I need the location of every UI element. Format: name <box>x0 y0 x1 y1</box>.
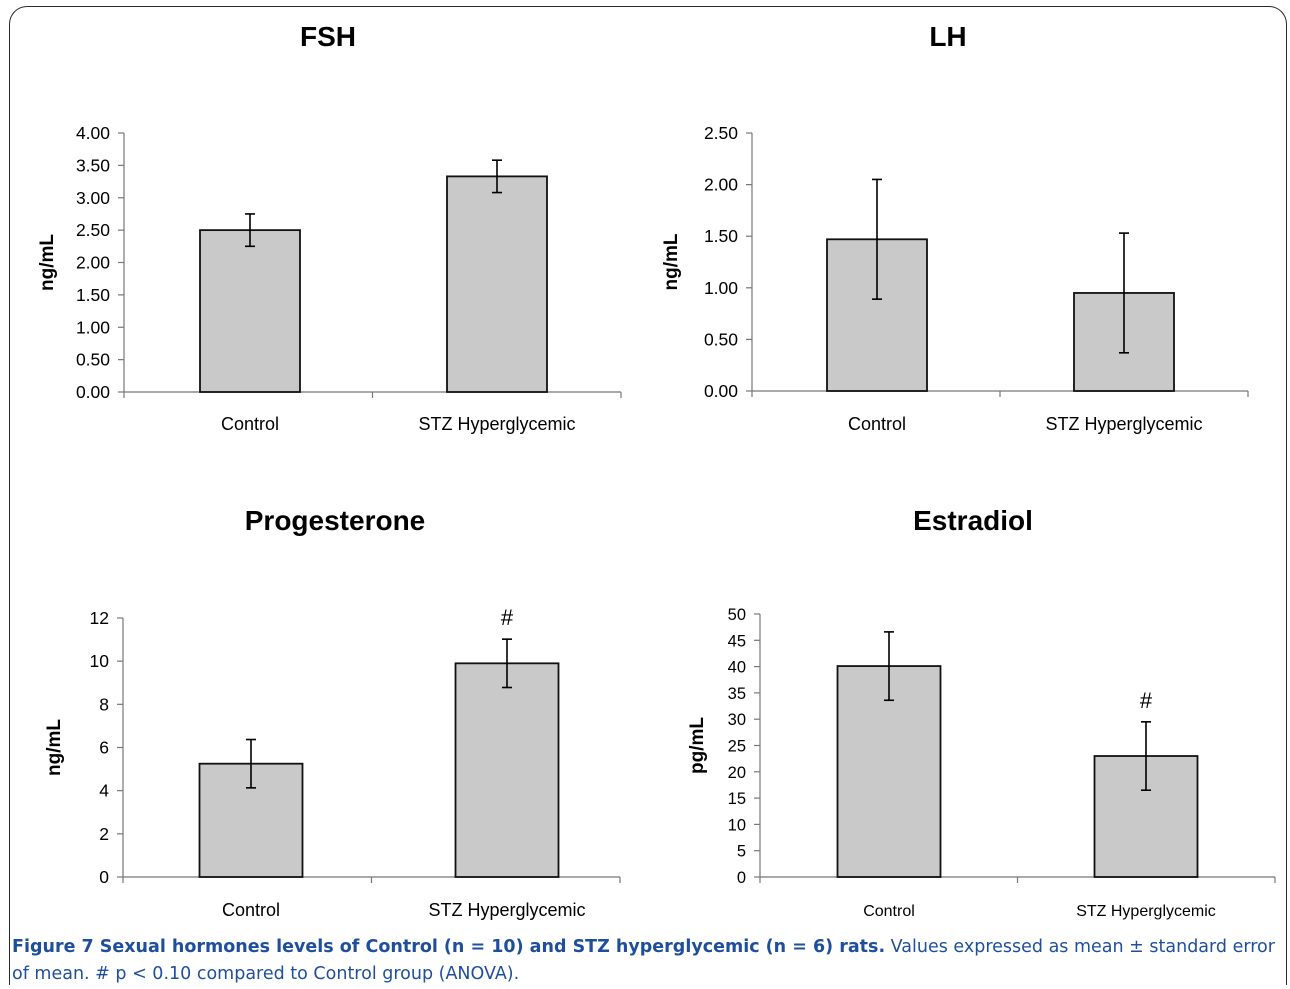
y-tick-label: 35 <box>728 685 746 703</box>
y-tick-label: 0.50 <box>76 350 110 370</box>
y-axis-label: pg/mL <box>687 717 708 774</box>
y-tick-label: 1.50 <box>704 226 738 246</box>
y-tick-label: 5 <box>737 843 746 861</box>
y-tick-label: 0 <box>737 869 746 887</box>
y-tick-label: 50 <box>728 606 746 624</box>
y-tick-label: 40 <box>728 659 746 677</box>
category-label: Control <box>222 900 280 920</box>
y-tick-label: 2.00 <box>704 175 738 195</box>
y-tick-label: 2.50 <box>76 220 110 240</box>
significance-marker: # <box>1140 688 1153 713</box>
y-tick-label: 2.00 <box>76 253 110 273</box>
category-label: Control <box>221 414 279 434</box>
y-tick-label: 8 <box>99 694 109 714</box>
y-tick-label: 1.50 <box>76 285 110 305</box>
caption-text: Values expressed as mean ± standard erro… <box>12 937 1275 984</box>
y-tick-label: 4 <box>99 781 109 801</box>
y-axis-label: ng/mL <box>37 234 58 291</box>
y-tick-label: 1.00 <box>704 278 738 298</box>
y-tick-label: 30 <box>728 711 746 729</box>
y-tick-label: 10 <box>728 816 746 834</box>
significance-marker: # <box>501 605 514 630</box>
bar <box>454 662 560 878</box>
y-axis-label: ng/mL <box>661 233 682 290</box>
y-tick-label: 4.00 <box>76 123 110 143</box>
figure-caption: Figure 7 Sexual hormones levels of Contr… <box>12 934 1280 988</box>
figure-frame <box>9 6 1287 985</box>
y-tick-label: 10 <box>90 651 110 671</box>
y-tick-label: 2.50 <box>704 123 738 143</box>
category-label: STZ Hyperglycemic <box>418 414 575 434</box>
y-tick-label: 0.50 <box>704 329 738 349</box>
y-tick-label: 25 <box>728 738 746 756</box>
chart-title: Progesterone <box>245 505 426 536</box>
category-label: STZ Hyperglycemic <box>1045 414 1202 434</box>
y-tick-label: 3.00 <box>76 188 110 208</box>
y-tick-label: 0 <box>99 867 109 887</box>
y-tick-label: 15 <box>728 790 746 808</box>
y-tick-label: 0.00 <box>76 382 110 402</box>
y-tick-label: 45 <box>728 632 746 650</box>
y-tick-label: 20 <box>728 764 746 782</box>
chart-title: Estradiol <box>913 505 1033 536</box>
caption-title: Figure 7 Sexual hormones levels of Contr… <box>12 937 886 957</box>
category-label: Control <box>863 903 915 920</box>
y-tick-label: 12 <box>90 608 109 628</box>
y-tick-label: 0.00 <box>704 381 738 401</box>
bar <box>446 175 548 393</box>
category-label: STZ Hyperglycemic <box>1076 903 1216 920</box>
y-axis-label: ng/mL <box>44 719 65 776</box>
y-tick-label: 1.00 <box>76 317 110 337</box>
y-tick-label: 2 <box>99 824 109 844</box>
bar <box>836 665 942 878</box>
category-label: STZ Hyperglycemic <box>428 900 585 920</box>
category-label: Control <box>848 414 906 434</box>
bar <box>199 229 301 393</box>
y-tick-label: 6 <box>99 738 109 758</box>
chart-title: LH <box>929 21 966 52</box>
chart-title: FSH <box>300 21 356 52</box>
y-tick-label: 3.50 <box>76 155 110 175</box>
